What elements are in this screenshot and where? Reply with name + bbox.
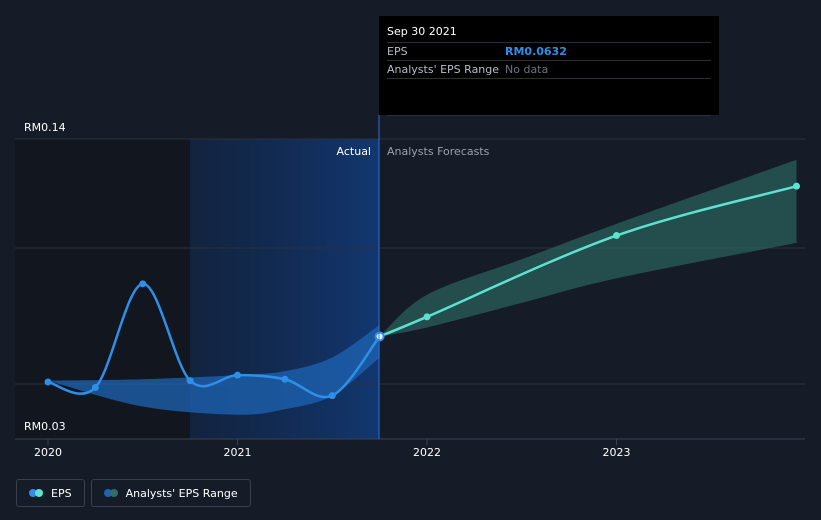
tooltip: Sep 30 2021 EPS RM0.0632 Analysts' EPS R… — [379, 16, 719, 116]
legend-eps-icon — [29, 489, 45, 497]
eps-point-actual-4 — [234, 371, 241, 379]
legend: EPS Analysts' EPS Range — [16, 479, 251, 507]
tooltip-spacer — [387, 79, 711, 116]
eps-point-actual-6 — [328, 392, 336, 400]
legend-item-range[interactable]: Analysts' EPS Range — [90, 479, 251, 507]
y-tick-label-bottom: RM0.03 — [24, 420, 66, 433]
forecast-label: Analysts Forecasts — [387, 145, 490, 158]
legend-item-eps[interactable]: EPS — [16, 479, 85, 507]
eps-point-forecast-3 — [793, 182, 801, 190]
eps-point-actual-1 — [91, 383, 99, 391]
tooltip-eps-row: EPS RM0.0632 — [387, 43, 711, 61]
x-tick-label-2021: 2021 — [224, 446, 252, 459]
eps-chart: RM0.14 RM0.03 Actual Analysts Forecasts … — [15, 115, 805, 459]
legend-range-dot-a — [103, 489, 112, 497]
tooltip-range-value: No data — [505, 63, 549, 76]
eps-point-actual-5 — [281, 375, 289, 383]
legend-range-icon — [103, 489, 120, 497]
legend-eps-label: EPS — [51, 486, 72, 500]
tooltip-eps-value: RM0.0632 — [505, 45, 567, 58]
eps-point-forecast-2 — [613, 232, 620, 240]
eps-point-actual-2 — [139, 280, 147, 288]
eps-point-forecast-1 — [423, 313, 431, 321]
eps-line-forecast — [378, 184, 798, 338]
legend-range-dot-b — [109, 489, 118, 497]
eps-line-actual — [46, 282, 381, 399]
legend-eps-dot-a — [29, 489, 37, 497]
x-tick-label-2023: 2023 — [603, 446, 631, 459]
legend-eps-dot-b — [35, 489, 43, 497]
x-tick-label-2022: 2022 — [413, 446, 441, 459]
tooltip-date: Sep 30 2021 — [387, 24, 711, 43]
actual-label: Actual — [337, 145, 371, 158]
x-tick-label-2020: 2020 — [34, 446, 62, 459]
tooltip-eps-label: EPS — [387, 45, 408, 58]
y-tick-label-top: RM0.14 — [24, 121, 66, 134]
tooltip-range-label: Analysts' EPS Range — [387, 63, 500, 76]
eps-point-actual-0 — [44, 378, 52, 386]
tooltip-range-row: Analysts' EPS Range No data — [387, 61, 711, 79]
eps-point-actual-7 — [374, 331, 385, 342]
legend-range-label: Analysts' EPS Range — [125, 486, 238, 500]
eps-point-actual-3 — [186, 377, 194, 385]
eps-range-band-0 — [48, 324, 380, 415]
